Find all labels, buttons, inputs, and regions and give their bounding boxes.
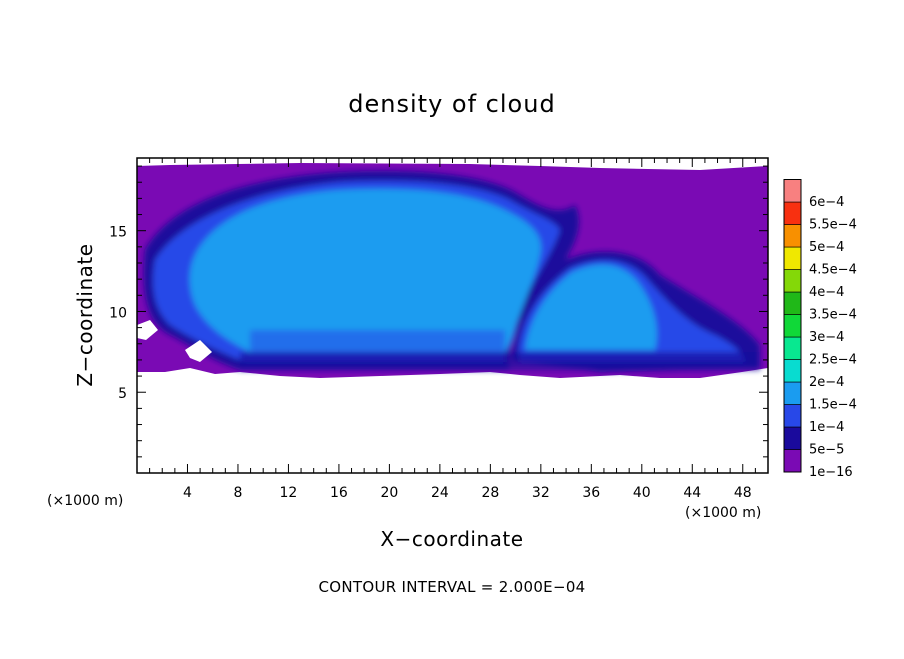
cloud-bottom-edge bbox=[240, 352, 760, 370]
x-unit-label: (×1000 m) bbox=[685, 505, 761, 521]
colorbar-swatch bbox=[783, 291, 802, 315]
colorbar-swatch bbox=[783, 201, 802, 225]
cloud-lower-band bbox=[250, 330, 505, 352]
clear-patch-lowleft bbox=[185, 340, 212, 362]
x-tick-label: 20 bbox=[380, 485, 398, 501]
colorbar-label: 2.5e−4 bbox=[809, 353, 857, 368]
x-tick-label: 36 bbox=[582, 485, 600, 501]
x-tick-label: 40 bbox=[633, 485, 651, 501]
cloud-main-core bbox=[189, 188, 541, 352]
y-tick-label: 15 bbox=[109, 225, 127, 241]
y-axis-label: Z−coordinate bbox=[73, 243, 97, 386]
x-tick-label: 32 bbox=[532, 485, 550, 501]
colorbar-frame bbox=[783, 179, 802, 473]
x-tick-label: 4 bbox=[183, 485, 192, 501]
colorbar-swatch bbox=[783, 224, 802, 248]
x-axis-tick-labels: 4 8 12 16 20 24 28 32 36 40 44 48 bbox=[183, 485, 752, 501]
x-tick-label: 48 bbox=[734, 485, 752, 501]
colorbar-swatch bbox=[783, 179, 802, 203]
colorbar-label: 5e−4 bbox=[809, 240, 844, 255]
colorbar-swatch bbox=[783, 359, 802, 383]
colorbar-label: 1e−16 bbox=[809, 465, 853, 480]
x-axis-ticks bbox=[149, 158, 756, 473]
contour-interval-note: CONTOUR INTERVAL = 2.000E−04 bbox=[318, 578, 585, 596]
colorbar-label: 3e−4 bbox=[809, 330, 844, 345]
colorbar-swatch bbox=[783, 246, 802, 270]
colorbar-swatch bbox=[783, 381, 802, 405]
x-tick-label: 8 bbox=[233, 485, 242, 501]
colorbar-label: 5e−5 bbox=[809, 443, 844, 458]
colorbar: 1e−16 5e−5 1e−4 1.5e−4 2e−4 2.5e−4 3e−4 3.5e−4 4… bbox=[783, 179, 857, 480]
colorbar-label: 4.5e−4 bbox=[809, 263, 857, 278]
y-tick-label: 5 bbox=[118, 386, 127, 402]
colorbar-swatch bbox=[783, 336, 802, 360]
colorbar-swatch bbox=[783, 449, 802, 473]
y-tick-label: 10 bbox=[109, 305, 127, 321]
chart-title: density of cloud bbox=[348, 90, 555, 118]
y-axis-ticks bbox=[137, 165, 768, 458]
colorbar-label: 4e−4 bbox=[809, 285, 844, 300]
colorbar-swatch bbox=[783, 314, 802, 338]
x-tick-label: 12 bbox=[280, 485, 298, 501]
y-unit-label: (×1000 m) bbox=[47, 493, 123, 509]
y-axis-tick-labels: 5 10 15 bbox=[109, 225, 127, 403]
colorbar-label: 1e−4 bbox=[809, 420, 844, 435]
density-field bbox=[137, 158, 768, 378]
x-tick-label: 16 bbox=[330, 485, 348, 501]
colorbar-label: 6e−4 bbox=[809, 195, 844, 210]
colorbar-label: 2e−4 bbox=[809, 375, 844, 390]
cloud-second-core bbox=[525, 264, 657, 350]
x-tick-label: 24 bbox=[431, 485, 449, 501]
colorbar-label: 5.5e−4 bbox=[809, 218, 857, 233]
colorbar-swatch bbox=[783, 269, 802, 293]
x-axis-label: X−coordinate bbox=[380, 527, 523, 551]
colorbar-swatch bbox=[783, 426, 802, 450]
clear-patch-left bbox=[137, 320, 158, 340]
clear-patch-top bbox=[137, 158, 768, 170]
x-tick-label: 28 bbox=[481, 485, 499, 501]
x-tick-label: 44 bbox=[683, 485, 701, 501]
colorbar-swatch bbox=[783, 404, 802, 428]
colorbar-label: 3.5e−4 bbox=[809, 308, 857, 323]
colorbar-label: 1.5e−4 bbox=[809, 398, 857, 413]
